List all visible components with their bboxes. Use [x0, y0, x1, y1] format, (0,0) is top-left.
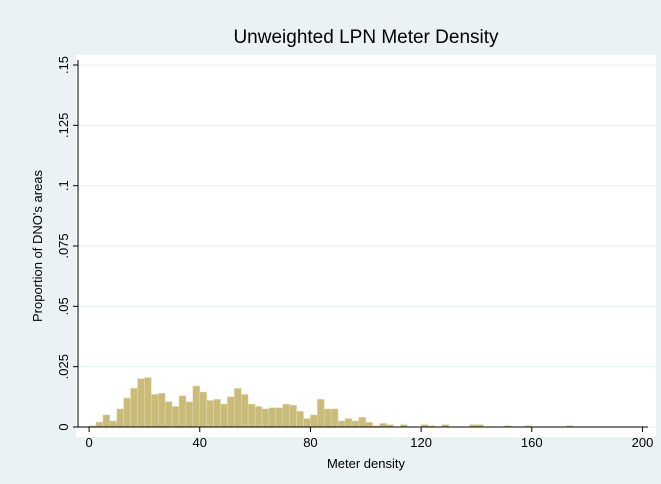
bar: [261, 408, 270, 428]
bar: [351, 420, 360, 428]
bar: [227, 396, 235, 428]
bar: [330, 408, 339, 428]
bar: [317, 398, 325, 428]
bar: [157, 392, 166, 428]
bar: [275, 407, 284, 428]
x-tick-label: 160: [521, 435, 543, 450]
bar: [123, 397, 131, 428]
y-tick-label: .075: [56, 233, 71, 258]
bar: [241, 394, 249, 428]
bar: [365, 421, 373, 428]
bar: [206, 400, 214, 428]
bar: [171, 406, 180, 428]
y-axis-title: Proportion of DNO's areas: [30, 169, 45, 322]
bar: [324, 408, 332, 428]
bar: [379, 423, 387, 428]
bar: [130, 388, 138, 428]
bar: [213, 398, 221, 428]
y-tick-label: .1: [56, 180, 71, 191]
x-tick-label: 200: [632, 435, 654, 450]
bar: [220, 403, 228, 428]
bar: [344, 418, 353, 428]
bar: [199, 391, 207, 428]
y-tick-label: .125: [56, 113, 71, 138]
bar: [303, 418, 311, 428]
bar: [116, 408, 124, 428]
bar: [234, 388, 242, 428]
bar: [268, 407, 277, 428]
bar: [192, 385, 200, 428]
bar: [358, 417, 367, 428]
y-tick-label: .05: [56, 297, 71, 315]
chart-title: Unweighted LPN Meter Density: [233, 27, 499, 48]
x-axis-title: Meter density: [327, 456, 406, 471]
bar: [296, 411, 304, 428]
bar: [282, 403, 290, 428]
bar: [254, 406, 263, 428]
bar: [185, 401, 194, 428]
bar: [178, 395, 187, 428]
y-tick-label: 0: [56, 423, 71, 430]
bar: [151, 394, 159, 428]
bar: [102, 414, 111, 428]
x-tick-label: 40: [193, 435, 207, 450]
bar: [289, 405, 297, 428]
y-tick-label: .025: [56, 354, 71, 379]
x-tick-label: 120: [410, 435, 432, 450]
x-tick-label: 80: [303, 435, 317, 450]
bar: [310, 414, 318, 428]
x-tick-label: 0: [85, 435, 92, 450]
y-tick-label: .15: [56, 56, 71, 74]
bar: [95, 421, 104, 428]
bar: [137, 378, 145, 428]
bar: [164, 401, 173, 428]
bar: [247, 403, 256, 428]
bar: [109, 420, 117, 428]
bar: [144, 377, 152, 428]
bar: [337, 420, 346, 428]
